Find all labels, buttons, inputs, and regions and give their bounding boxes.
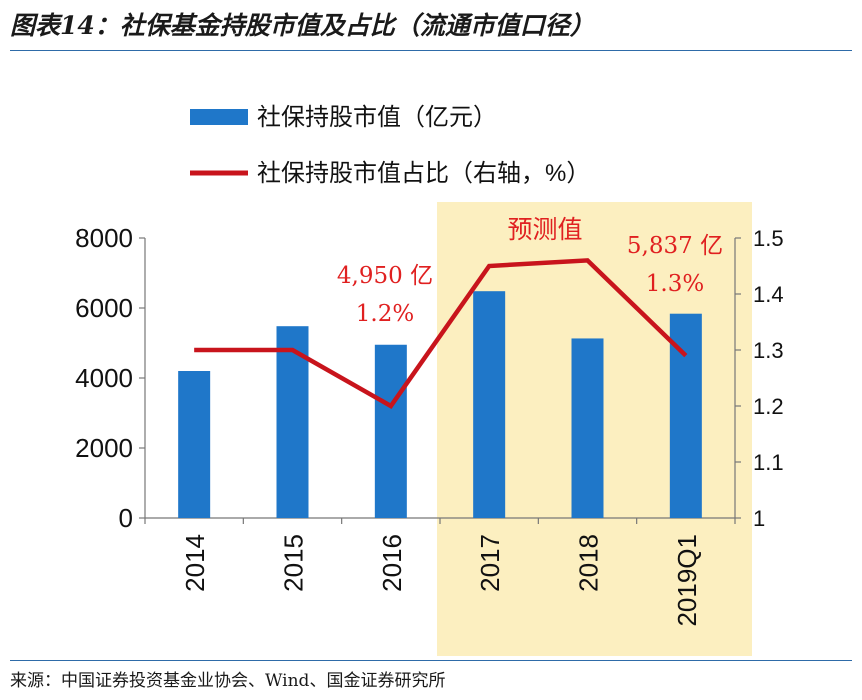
right-y-tick-label: 1.5 bbox=[753, 226, 784, 251]
source-note: 来源：中国证券投资基金业协会、Wind、国金证券研究所 bbox=[10, 671, 446, 691]
bar-2018 bbox=[571, 338, 604, 518]
figure-title: 图表14：社保基金持股市值及占比（流通市值口径） bbox=[10, 11, 595, 40]
bar-2017 bbox=[473, 291, 506, 518]
left-y-tick-label: 2000 bbox=[75, 433, 133, 463]
legend-bar-label: 社保持股市值（亿元） bbox=[257, 104, 497, 131]
right-y-tick-label: 1.4 bbox=[753, 282, 784, 307]
annotation-value-2019q1: 5,837 亿 bbox=[627, 233, 723, 259]
legend-line-label: 社保持股市值占比（右轴，%） bbox=[257, 160, 590, 187]
left-y-tick-label: 6000 bbox=[75, 293, 133, 323]
share-line bbox=[194, 258, 688, 409]
x-tick-label: 2014 bbox=[180, 534, 210, 592]
annotation-share-2016: 1.2% bbox=[356, 301, 414, 327]
title-divider bbox=[10, 50, 852, 51]
left-y-tick-label: 4000 bbox=[75, 363, 133, 393]
right-y-tick-label: 1.3 bbox=[753, 338, 784, 363]
x-tick-label: 2015 bbox=[279, 534, 309, 592]
legend-bar-swatch bbox=[190, 109, 248, 125]
bar-2014 bbox=[178, 371, 211, 518]
annotation-value-2016: 4,950 亿 bbox=[337, 263, 433, 289]
x-tick-label: 2019Q1 bbox=[672, 534, 702, 627]
x-tick-label: 2017 bbox=[475, 534, 505, 592]
bar-2016 bbox=[374, 344, 407, 518]
annotation-share-2019q1: 1.3% bbox=[646, 271, 704, 297]
right-y-tick-label: 1.1 bbox=[753, 450, 784, 475]
forecast-label: 预测值 bbox=[507, 216, 582, 244]
right-y-tick-label: 1 bbox=[753, 506, 765, 531]
x-tick-label: 2016 bbox=[377, 534, 407, 592]
right-y-tick-label: 1.2 bbox=[753, 394, 784, 419]
left-y-tick-label: 0 bbox=[119, 503, 133, 533]
footer-divider bbox=[10, 660, 852, 661]
left-y-tick-label: 8000 bbox=[75, 223, 133, 253]
x-tick-label: 2018 bbox=[574, 534, 604, 592]
